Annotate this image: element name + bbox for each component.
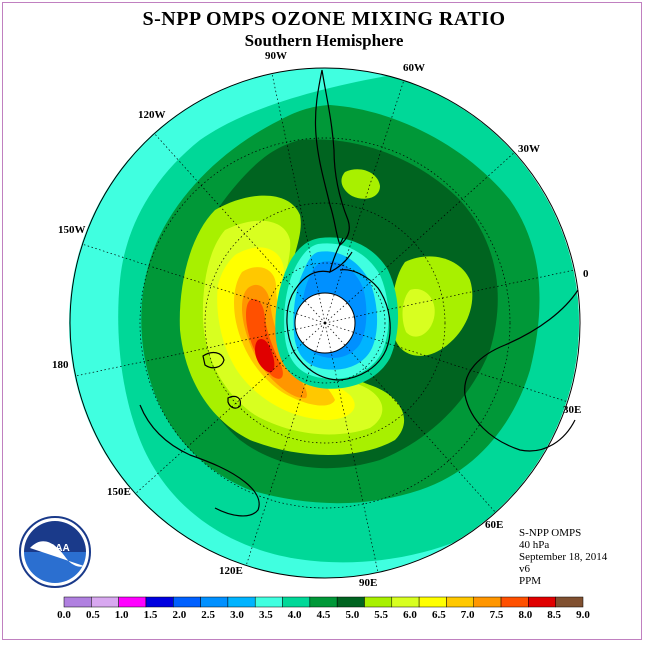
- legend-tick-label: 1.0: [115, 609, 129, 621]
- map-subtitle: Southern Hemisphere: [244, 31, 404, 50]
- meridian-line: [324, 152, 515, 324]
- legend-tick-label: 2.0: [172, 609, 186, 621]
- legend-tick-label: 6.0: [403, 609, 417, 621]
- meridian-line: [271, 73, 326, 324]
- coast-australia: [139, 404, 260, 517]
- ozone-field: [69, 68, 579, 578]
- meridian-line: [324, 322, 496, 513]
- lon-label-60w: 60W: [403, 62, 425, 74]
- meridian-line: [154, 133, 326, 324]
- legend-swatch: [200, 596, 229, 608]
- info-units: PPM: [519, 575, 542, 587]
- lon-label-180: 180: [52, 359, 69, 371]
- logo-text: NOAA: [40, 543, 69, 554]
- lon-label-60e: 60E: [485, 519, 504, 531]
- meridian-line: [324, 80, 405, 324]
- legend-tick-label: 1.5: [144, 609, 158, 621]
- legend-swatch: [500, 596, 529, 608]
- coast-africa: [464, 289, 579, 452]
- coastlines: [139, 69, 579, 517]
- lon-label-150w: 150W: [58, 224, 86, 236]
- legend-swatch: [446, 596, 474, 608]
- legend-swatch: [254, 596, 283, 608]
- legend-tick-label: 9.0: [576, 609, 590, 621]
- legend-tick-label: 4.0: [288, 609, 302, 621]
- legend-swatch: [336, 596, 365, 608]
- lon-label-150e: 150E: [107, 486, 131, 498]
- legend-tick-label: 5.5: [374, 609, 388, 621]
- legend-tick-label: 0.0: [57, 609, 71, 621]
- map-info: S-NPP OMPS 40 hPa September 18, 2014 v6 …: [519, 527, 607, 587]
- band-5.5-6.0-north: [341, 169, 380, 199]
- legend-swatch: [473, 596, 502, 608]
- legend-tick-label: 0.5: [86, 609, 100, 621]
- legend-swatch: [63, 596, 92, 608]
- legend-swatch: [91, 596, 119, 608]
- map-title: S-NPP OMPS OZONE MIXING RATIO: [142, 8, 506, 30]
- lon-label-90w: 90W: [265, 50, 287, 62]
- legend-swatch: [118, 596, 147, 608]
- legend-tick-label: 8.0: [518, 609, 532, 621]
- meridian-line: [324, 269, 575, 324]
- legend-tick-label: 3.5: [259, 609, 273, 621]
- legend-tick-label: 8.5: [547, 609, 561, 621]
- info-date: September 18, 2014: [519, 551, 608, 563]
- meridian-line: [75, 322, 326, 377]
- legend-swatch: [282, 596, 311, 608]
- image-frame: [2, 2, 642, 640]
- legend-tick-label: 6.5: [432, 609, 446, 621]
- lon-label-30e: 30E: [563, 404, 582, 416]
- legend-swatch: [364, 596, 393, 608]
- legend-swatch: [418, 596, 447, 608]
- legend-swatch: [528, 596, 556, 608]
- coast-antarctica: [286, 269, 391, 381]
- legend-swatch: [309, 596, 338, 608]
- legend-swatch: [173, 596, 201, 608]
- lon-label-90e: 90E: [359, 577, 378, 589]
- meridian-line: [324, 322, 379, 573]
- lon-label-0: 0: [583, 268, 589, 280]
- band-8.5-9.0: [255, 338, 275, 373]
- latitude-circle: [69, 67, 581, 579]
- legend-swatch: [145, 596, 174, 608]
- legend-swatch: [227, 596, 256, 608]
- latitude-circle: [204, 202, 446, 444]
- logo: NOAA: [19, 516, 91, 588]
- legend-tick-label: 2.5: [201, 609, 215, 621]
- lon-label-30w: 30W: [518, 143, 540, 155]
- legend-tick-label: 4.5: [317, 609, 331, 621]
- legend-tick-label: 7.0: [461, 609, 475, 621]
- legend-swatch: [391, 596, 420, 608]
- graticule: [69, 67, 581, 579]
- meridian-line: [245, 322, 326, 566]
- info-pressure: 40 hPa: [519, 539, 550, 551]
- legend-swatch: [555, 596, 584, 608]
- info-version: v6: [519, 563, 530, 575]
- meridian-line: [135, 322, 326, 494]
- lon-label-120e: 120E: [219, 565, 243, 577]
- band-6.0-6.5-east: [402, 289, 435, 337]
- lon-label-120w: 120W: [138, 109, 166, 121]
- meridian-line: [82, 243, 326, 324]
- legend-tick-label: 3.0: [230, 609, 244, 621]
- coast-new-zealand: [202, 351, 241, 409]
- latitude-circle: [139, 137, 511, 509]
- meridian-line: [324, 322, 568, 403]
- info-instrument: S-NPP OMPS: [519, 527, 582, 539]
- legend-tick-label: 5.0: [345, 609, 359, 621]
- legend-tick-label: 7.5: [490, 609, 504, 621]
- latitude-circle: [264, 262, 386, 384]
